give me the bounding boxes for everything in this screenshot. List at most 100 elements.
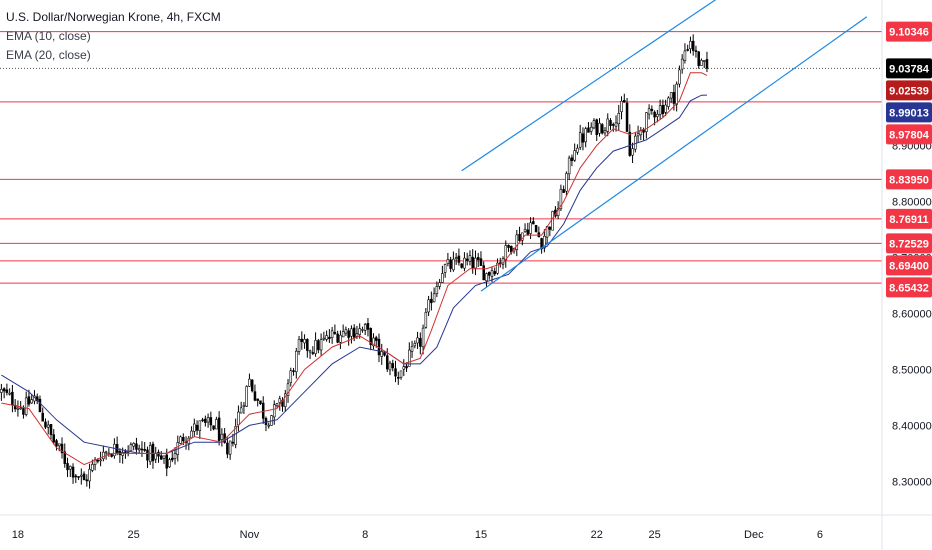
candle-body (454, 257, 458, 259)
candle-body (350, 328, 353, 337)
candle-body (540, 238, 543, 250)
candle-body (391, 363, 395, 369)
candle-body (209, 417, 213, 426)
candle-body (443, 264, 447, 273)
candle-body (57, 443, 61, 447)
candle-body (410, 346, 414, 352)
ema-10-line (1, 72, 708, 466)
candle-body (623, 100, 626, 103)
candle-body (275, 403, 279, 407)
candle-body (523, 229, 527, 233)
candle-body (0, 388, 3, 393)
candle-body (143, 449, 146, 451)
candle-body (292, 370, 295, 373)
candle-body (526, 229, 530, 235)
level-badge-label: 8.97804 (889, 129, 930, 141)
x-tick-label: Nov (240, 529, 260, 541)
candle-body (140, 448, 144, 451)
candle-body (617, 112, 621, 125)
candle-body (507, 244, 510, 248)
candle-body (212, 425, 215, 430)
candle-body (614, 122, 618, 127)
candle-body (631, 148, 634, 156)
candle-body (63, 451, 67, 464)
candle-body (680, 58, 684, 70)
chart-legend: U.S. Dollar/Norwegian Krone, 4h, FXCM EM… (6, 8, 221, 65)
candle-body (694, 50, 698, 52)
candle-body (132, 443, 135, 447)
candle-body (559, 188, 563, 210)
candle-body (46, 424, 50, 428)
candle-body (99, 459, 102, 462)
candle-body (636, 133, 640, 137)
candle-body (600, 124, 604, 134)
candle-body (678, 69, 681, 85)
level-badge-label: 8.72529 (889, 238, 929, 250)
candle-body (529, 222, 532, 234)
ema-20-legend: EMA (20, close) (6, 48, 91, 62)
level-badge (886, 277, 932, 298)
candle-body (419, 338, 422, 347)
candle-body (645, 112, 648, 133)
candle-body (124, 451, 127, 453)
candle-body (385, 355, 389, 370)
candle-body (328, 336, 331, 339)
candle-body (165, 454, 169, 469)
candle-body (620, 100, 623, 113)
candle-body (664, 104, 667, 113)
candle-body (250, 379, 254, 392)
candle-body (702, 60, 706, 62)
candle-body (634, 135, 637, 150)
candle-body (206, 417, 210, 423)
candle-body (397, 377, 400, 379)
candle-body (369, 328, 372, 345)
candle-body (551, 211, 554, 231)
y-tick-label: 8.40000 (892, 420, 932, 432)
candle-body (135, 443, 138, 450)
candle-body (159, 455, 163, 460)
candle-body (669, 92, 673, 99)
candle-body (532, 221, 535, 225)
candle-body (471, 256, 474, 269)
candle-body (256, 398, 259, 401)
channel-upper-line[interactable] (461, 0, 724, 172)
level-badge (886, 21, 932, 42)
x-tick-label: Dec (744, 529, 764, 541)
candle-body (339, 334, 342, 343)
candle-body (463, 257, 466, 269)
candle-body (154, 453, 157, 460)
candle-body (355, 333, 359, 337)
candle-body (11, 391, 14, 406)
candle-body (493, 271, 497, 275)
channel-lower-line[interactable] (480, 16, 868, 292)
candle-body (168, 459, 171, 468)
candle-body (650, 108, 654, 111)
candle-body (198, 420, 202, 431)
last-price-badge (886, 58, 932, 79)
candle-body (74, 475, 78, 478)
ema-lines (1, 72, 708, 466)
candle-body (253, 391, 257, 401)
candle-body (30, 399, 33, 404)
candle-body (408, 349, 411, 367)
y-tick-label: 8.80000 (892, 197, 932, 209)
horizontal-levels (0, 31, 882, 284)
candle-body (336, 333, 339, 343)
candle-body (686, 49, 689, 51)
candle-body (656, 114, 659, 117)
candle-body (691, 40, 695, 51)
candle-body (399, 370, 403, 378)
candle-body (565, 173, 568, 192)
candle-body (518, 233, 521, 241)
candle-body (609, 120, 612, 126)
x-tick-label: 25 (128, 529, 140, 541)
candle-body (41, 412, 44, 422)
candle-body (567, 157, 571, 175)
x-tick-label: 18 (12, 529, 24, 541)
candle-body (8, 392, 11, 395)
level-badge (886, 233, 932, 254)
price-badges: 9.10346 9.03784 9.02539 8.99013 8.97804 8.839… (886, 21, 932, 298)
candle-body (584, 128, 587, 143)
